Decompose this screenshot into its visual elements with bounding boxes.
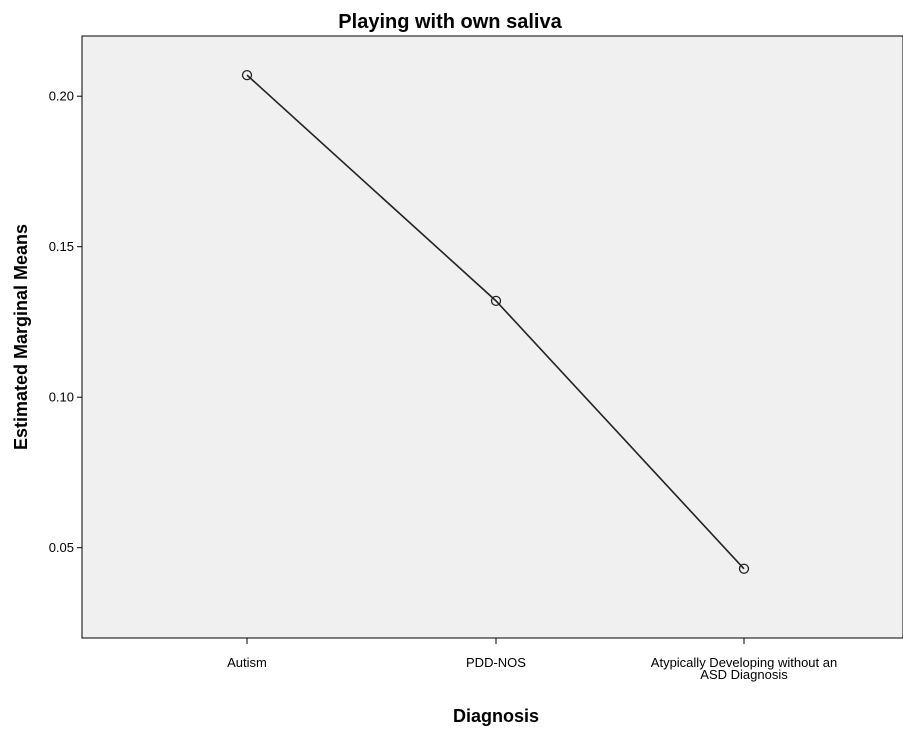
- x-tick-label: Autism: [227, 655, 267, 670]
- data-point-marker: [241, 69, 253, 81]
- plot-area: [81, 35, 903, 639]
- x-axis: Autism PDD-NOS Atypically Developing witho…: [227, 638, 837, 682]
- x-tick-label: Atypically Developing without an: [651, 655, 837, 670]
- y-axis-title: Estimated Marginal Means: [11, 224, 31, 450]
- x-tick-label: ASD Diagnosis: [700, 667, 788, 682]
- x-tick-label: PDD-NOS: [466, 655, 526, 670]
- data-point-marker: [490, 295, 502, 307]
- data-point-marker: [738, 563, 750, 574]
- y-tick-label: 0.05: [49, 540, 74, 555]
- series-line: [246, 74, 745, 570]
- y-tick-label: 0.15: [49, 239, 74, 254]
- x-axis-title: Diagnosis: [453, 706, 539, 726]
- y-tick-label: 0.10: [49, 390, 74, 405]
- y-tick-label: 0.20: [49, 89, 74, 104]
- chart-title: Playing with own saliva: [338, 11, 562, 33]
- y-axis: 0.05 0.10 0.15 0.20: [49, 89, 82, 555]
- series-layer: [241, 69, 750, 574]
